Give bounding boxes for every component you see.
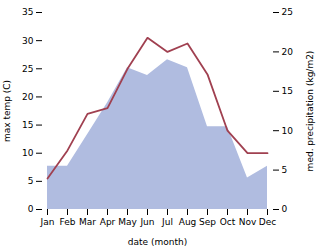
svg-text:20: 20 — [282, 47, 294, 57]
svg-text:35: 35 — [22, 7, 33, 17]
svg-text:Sep: Sep — [199, 217, 216, 227]
svg-text:15: 15 — [22, 120, 33, 130]
svg-text:25: 25 — [282, 7, 293, 17]
svg-text:25: 25 — [22, 64, 33, 74]
svg-text:max temp (C): max temp (C) — [2, 80, 12, 142]
svg-text:0: 0 — [282, 204, 288, 214]
svg-text:Feb: Feb — [60, 217, 76, 227]
svg-text:30: 30 — [22, 36, 34, 46]
svg-text:med. precipitation (kg/m2): med. precipitation (kg/m2) — [305, 51, 315, 172]
svg-text:10: 10 — [22, 148, 34, 158]
svg-text:May: May — [118, 217, 137, 227]
svg-text:15: 15 — [282, 86, 293, 96]
svg-text:5: 5 — [282, 165, 288, 175]
svg-text:Jan: Jan — [40, 217, 55, 227]
svg-text:Jul: Jul — [161, 217, 173, 227]
svg-text:Aug: Aug — [179, 217, 197, 227]
svg-text:20: 20 — [22, 92, 34, 102]
svg-text:Apr: Apr — [100, 217, 116, 227]
svg-text:Nov: Nov — [239, 217, 257, 227]
svg-text:date (month): date (month) — [128, 237, 187, 247]
svg-text:0: 0 — [28, 204, 34, 214]
svg-text:Mar: Mar — [79, 217, 96, 227]
svg-text:10: 10 — [282, 126, 294, 136]
svg-text:Jun: Jun — [139, 217, 154, 227]
svg-text:Dec: Dec — [259, 217, 276, 227]
svg-text:Oct: Oct — [220, 217, 236, 227]
svg-text:5: 5 — [28, 176, 34, 186]
